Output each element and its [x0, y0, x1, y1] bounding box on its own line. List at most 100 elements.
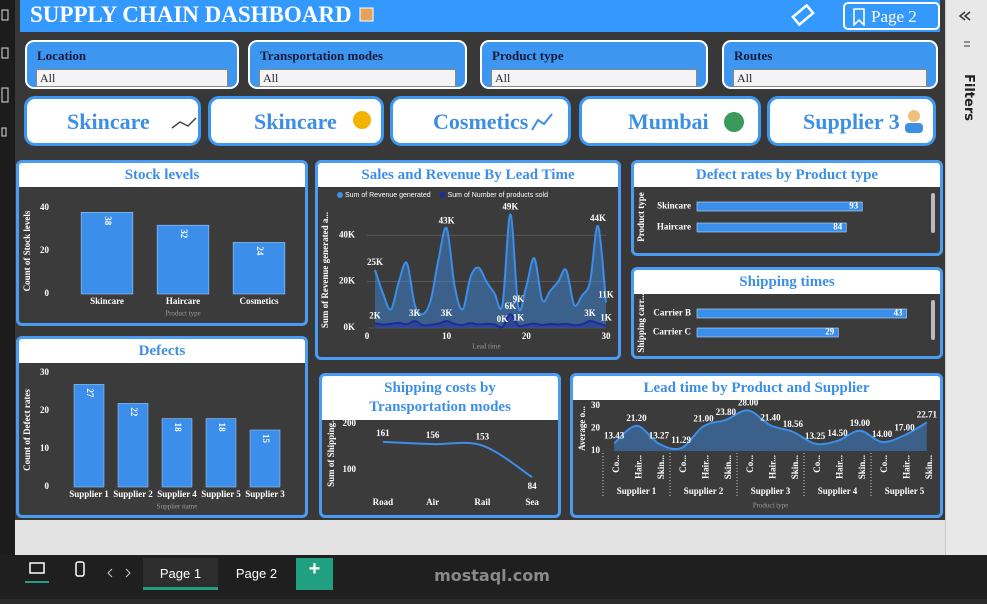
y-tick-label: 20 [40, 245, 50, 255]
filter-dropdown[interactable]: All [733, 69, 927, 87]
data-label: 84 [528, 481, 538, 491]
bar [80, 211, 134, 295]
icon [531, 113, 553, 131]
bar [696, 222, 847, 233]
data-label: 22.71 [917, 409, 938, 419]
line [374, 213, 607, 316]
chart-panel: Defects 0 10 20 30 27 Supplier 1 22 Supplier 2 18… [16, 336, 308, 518]
chart: 100 200 161 Road 156 Air 153 Rail 84 Sea Sum of Sh… [326, 416, 539, 507]
data-label: 44K [590, 213, 606, 223]
icon [724, 112, 744, 132]
data-label: 43 [894, 308, 904, 318]
x-axis-title: Supplier name [157, 503, 198, 511]
icon [1, 9, 9, 21]
data-label: 32 [179, 229, 189, 239]
bar [232, 242, 286, 295]
chart: 0 20 40 38 Skincare 32 Haircare 24 Cosmetics Prod… [22, 202, 286, 318]
data-label: 15 [261, 434, 271, 444]
data-label: 14.50 [827, 428, 848, 438]
x-tick-label: Co... [879, 455, 889, 473]
y-tick-label: Haircare [657, 222, 691, 232]
canvas-footer [15, 520, 945, 555]
data-label: 2K [369, 310, 381, 320]
chart-panel: Shipping times 43 Carrier B 29 Carrier C Ship… [631, 267, 943, 359]
filter-dropdown[interactable]: All [259, 69, 456, 87]
card-icons [171, 110, 923, 133]
icon[interactable] [29, 562, 45, 574]
bookmark-icon [853, 8, 865, 26]
card-text: Supplier 3 [803, 109, 900, 134]
x-tick-label: Skin... [656, 455, 666, 479]
icon [1, 87, 9, 103]
bar [156, 224, 210, 295]
data-label: 3K [409, 308, 421, 318]
filter-label: Routes [734, 48, 773, 63]
x-tick-label: Cosmetics [240, 296, 279, 306]
data-label: 27 [85, 388, 95, 398]
legend-label: Sum of Revenue generated [345, 192, 431, 199]
x-axis-title: Product type [753, 502, 789, 510]
filter-label: Transportation modes [260, 48, 383, 63]
chart: 93 Skincare 84 Haircare Product type [636, 192, 935, 242]
y-tick-label: 0 [45, 481, 50, 491]
chart: 0 10 20 30 27 Supplier 1 22 Supplier 2 18 Supplie… [22, 367, 285, 511]
x-tick-label: Hair... [768, 455, 778, 479]
x-tick-label: Haircare [166, 296, 200, 306]
card-text: Cosmetics [433, 109, 529, 134]
filters-label: Filters [961, 74, 976, 121]
x-tick-label: Supplier 4 [157, 489, 197, 499]
line [374, 313, 607, 329]
x-tick-label: Co... [611, 455, 621, 473]
filter-dropdown[interactable]: All [491, 69, 697, 87]
data-label: 21.00 [693, 413, 714, 423]
y-tick-label: 20 [591, 423, 601, 433]
icon [359, 7, 374, 22]
chart-title: Stock levels [19, 163, 305, 187]
x-axis-title: Product type [165, 310, 201, 318]
x-tick-label: Hair... [634, 455, 644, 479]
kpi-card: Skincare [24, 96, 201, 146]
page-tab[interactable]: Page 2 [235, 566, 278, 581]
icon[interactable] [107, 568, 131, 578]
y-axis-title: Count of Stock levels [22, 210, 32, 291]
line [382, 440, 533, 479]
data-label: 22 [129, 407, 139, 417]
filters-pane[interactable]: Filters [945, 0, 987, 555]
chart: 43 Carrier B 29 Carrier C Shipping carr... [636, 293, 935, 353]
icon[interactable] [75, 561, 85, 577]
data-label: 21.40 [760, 412, 781, 422]
page-tab[interactable]: Page 1 [143, 558, 218, 590]
x-tick-label: Co... [812, 455, 822, 473]
filter-dropdown[interactable]: All [36, 69, 228, 87]
watermark: mostaql.com [434, 566, 550, 585]
add-page-button[interactable]: + [296, 558, 333, 590]
chart-panel: Stock levels 0 20 40 38 Skincare 32 Haircare 24 C… [16, 160, 308, 326]
x-tick-label: Supplier 2 [113, 489, 153, 499]
area [614, 410, 927, 451]
card-text: Skincare [254, 109, 337, 134]
x-tick-label: Supplier 1 [69, 489, 109, 499]
y-tick-label: 200 [343, 420, 357, 428]
scrollbar[interactable] [931, 193, 935, 233]
x-tick-label: Co... [678, 455, 688, 473]
collapse-icon[interactable] [946, 0, 986, 60]
bar [205, 418, 237, 488]
line [613, 409, 928, 451]
page-button[interactable]: Page 2 [843, 2, 940, 30]
x-tick-label: Skin... [723, 455, 733, 479]
icon [908, 110, 920, 122]
scrollbar[interactable] [931, 300, 935, 340]
y-axis-title: Shipping carr... [636, 294, 646, 353]
data-label: 11K [598, 290, 614, 300]
chart-panel: Defect rates by Product type 93 Skincare 84… [631, 160, 943, 256]
data-label: 0K [497, 314, 509, 324]
x-tick-label: Supplier 3 [245, 489, 285, 499]
filter: Routes All [722, 40, 938, 89]
y-tick-label: 0 [45, 288, 50, 298]
data-label: 11.29 [671, 435, 691, 445]
x-tick-label: Skin... [857, 455, 867, 479]
eraser-icon[interactable] [788, 4, 818, 28]
y-axis-title: Count of Defect rates [22, 389, 32, 471]
data-label: 6K [505, 301, 517, 311]
